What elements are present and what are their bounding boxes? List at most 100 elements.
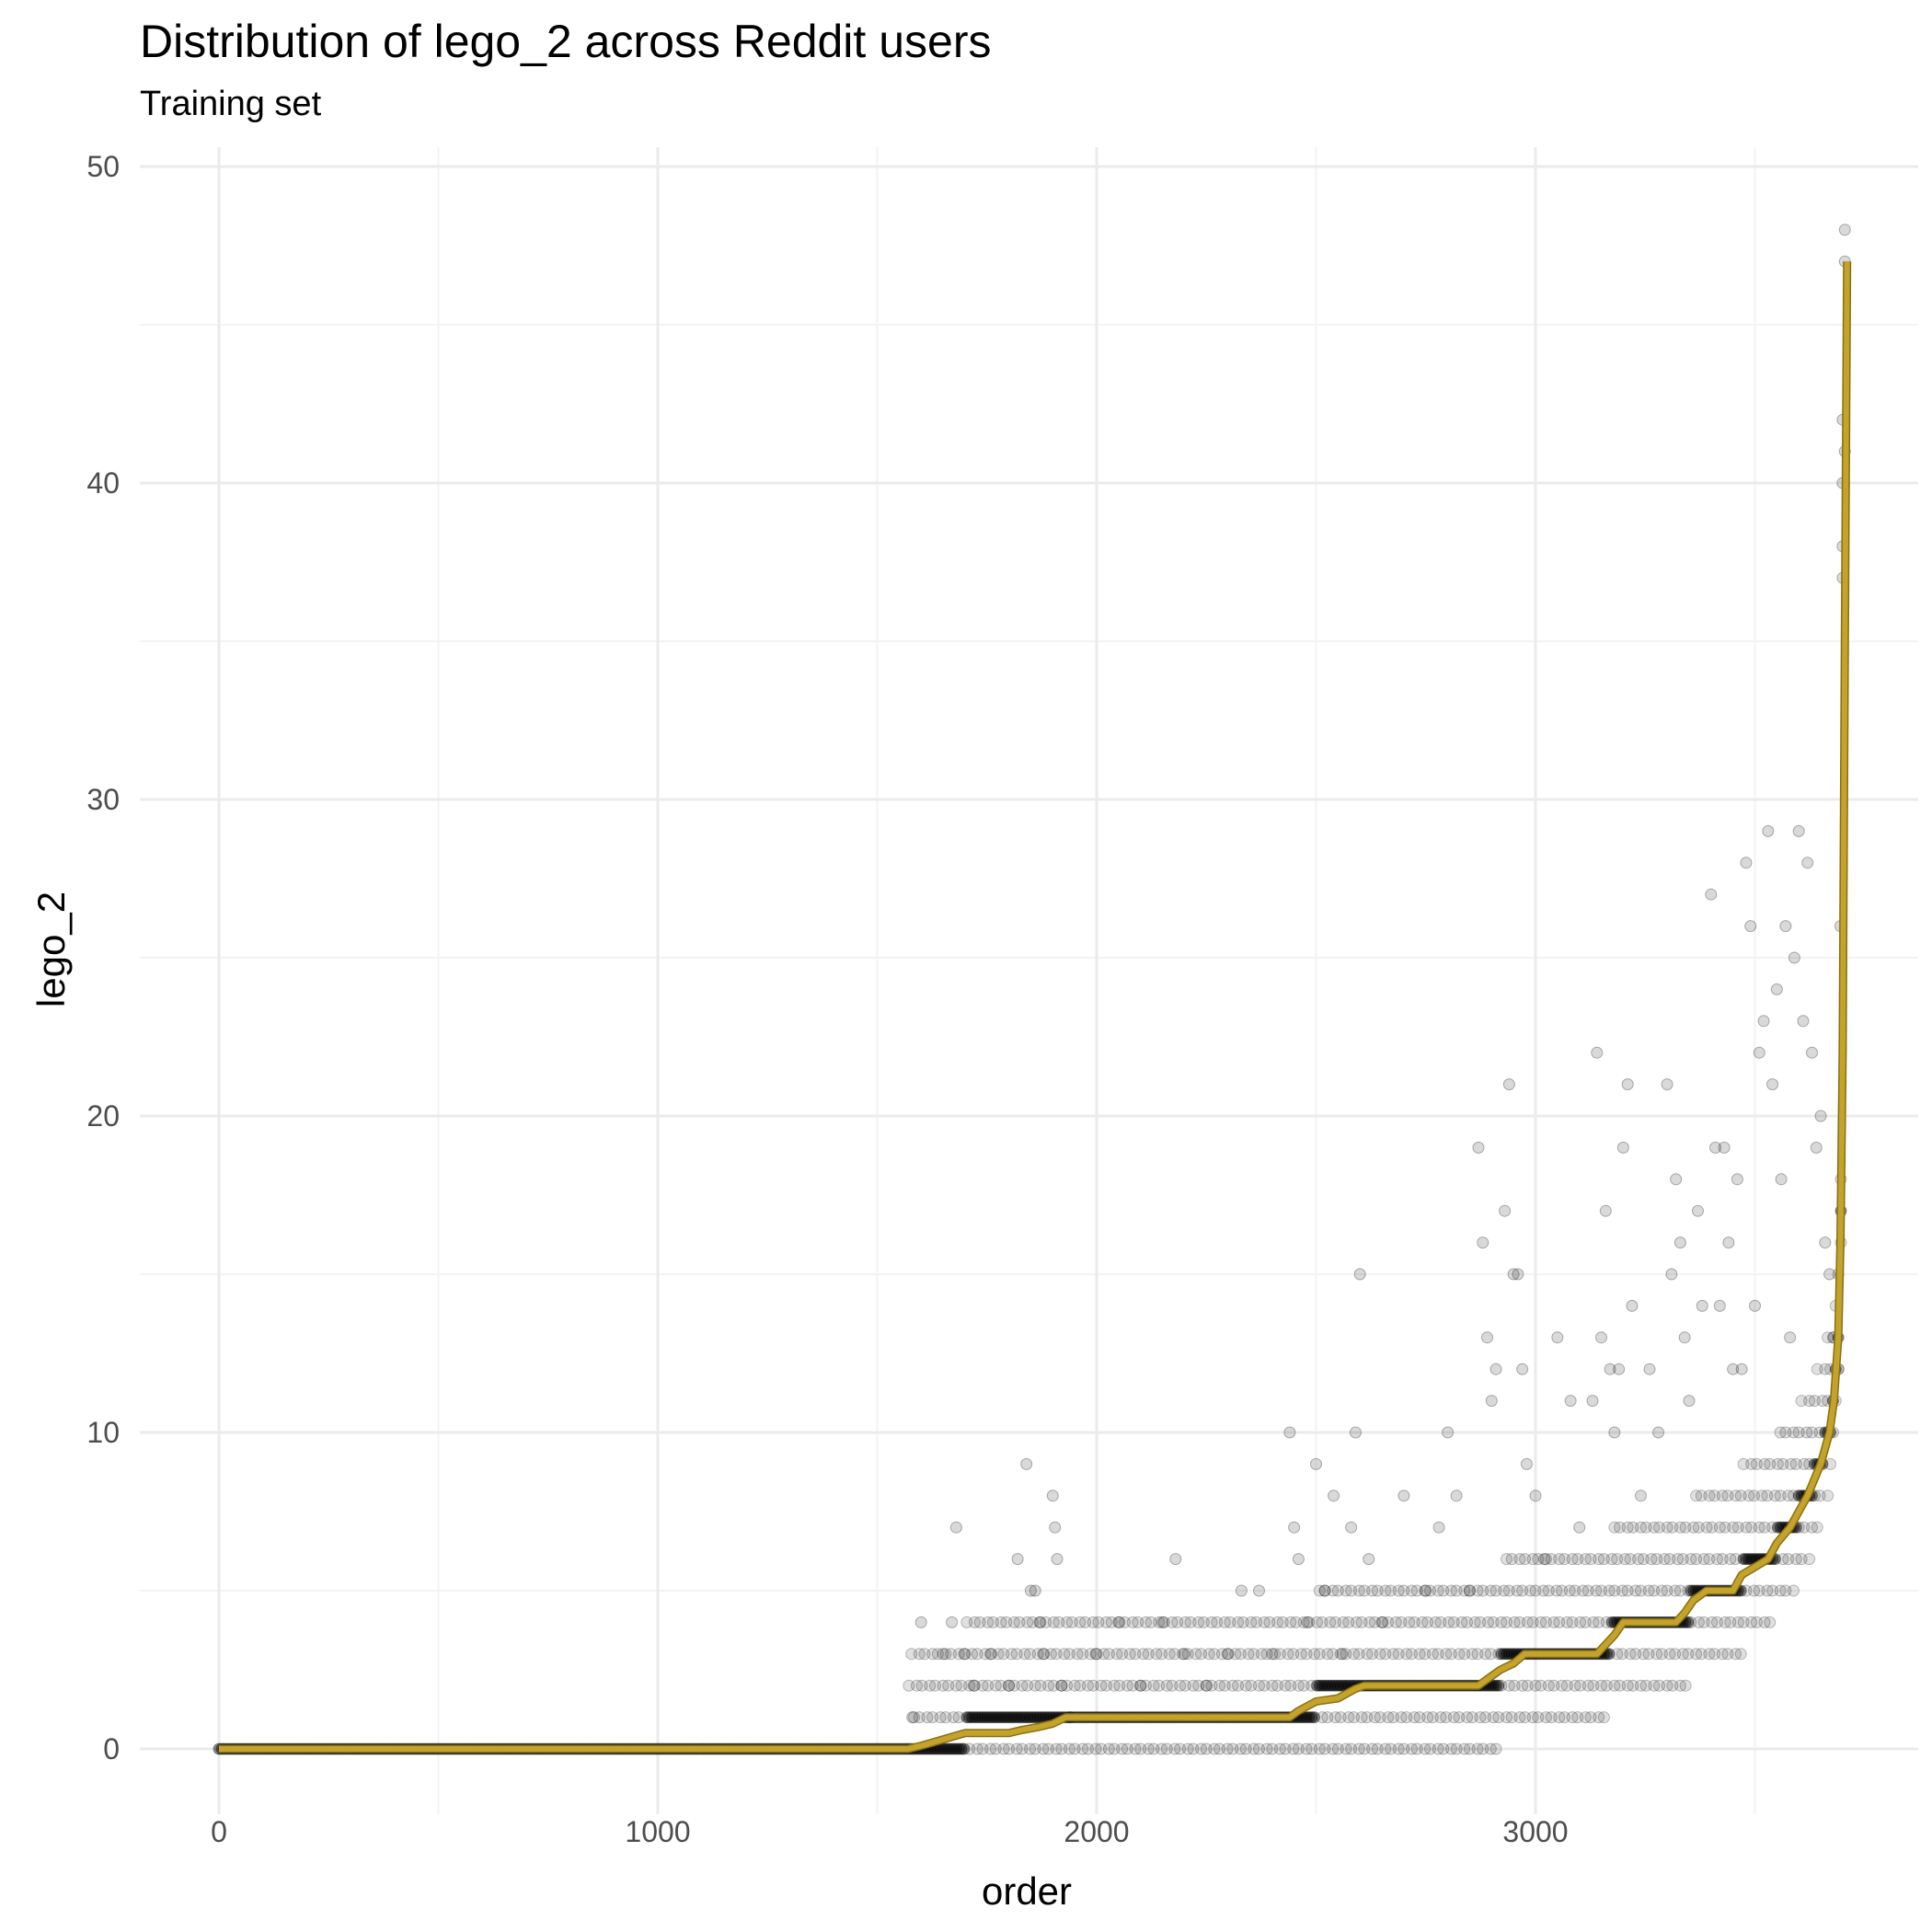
data-point [1327, 1679, 1340, 1692]
data-point [1766, 1584, 1779, 1597]
data-point [1081, 1679, 1094, 1692]
data-point [1044, 1648, 1057, 1661]
data-point [1058, 1648, 1071, 1661]
data-point [1471, 1584, 1484, 1597]
data-point [1679, 1679, 1692, 1692]
data-point [1703, 1648, 1716, 1661]
data-point [1663, 1648, 1676, 1661]
data-point [1735, 1363, 1748, 1375]
data-point [1648, 1679, 1661, 1692]
data-point [1116, 1742, 1129, 1755]
data-point [1110, 1648, 1123, 1661]
data-point [1481, 1616, 1494, 1628]
data-point [1775, 1173, 1788, 1186]
data-point [1683, 1395, 1696, 1408]
data-point [1782, 1489, 1795, 1502]
data-point [1153, 1616, 1166, 1628]
data-point [1471, 1742, 1484, 1755]
data-point [1229, 1648, 1242, 1661]
data-point [1753, 1584, 1765, 1597]
data-point [1764, 1616, 1777, 1628]
data-point [1731, 1521, 1744, 1534]
data-point [1685, 1584, 1697, 1597]
data-point [973, 1711, 986, 1724]
data-point [1222, 1648, 1235, 1661]
data-point [1047, 1616, 1060, 1628]
data-point [1608, 1521, 1621, 1534]
data-point [1526, 1616, 1539, 1628]
series-line [219, 261, 1850, 1752]
data-point [1774, 1489, 1787, 1502]
data-point [1669, 1584, 1682, 1597]
data-point [1226, 1679, 1239, 1692]
data-point [1605, 1616, 1618, 1628]
data-point [1426, 1711, 1439, 1724]
data-point [1542, 1584, 1555, 1597]
data-point [960, 1711, 973, 1724]
data-point [1595, 1679, 1608, 1692]
data-point [986, 1711, 999, 1724]
data-point [1758, 1457, 1771, 1470]
data-point [1386, 1648, 1399, 1661]
data-point [1071, 1648, 1084, 1661]
data-point [1245, 1679, 1258, 1692]
y-tick-label: 50 [86, 150, 120, 183]
data-point [1661, 1521, 1673, 1534]
data-point [997, 1648, 1010, 1661]
data-point [1385, 1742, 1397, 1755]
data-point [1545, 1553, 1558, 1566]
data-point [1081, 1742, 1094, 1755]
data-point [1051, 1553, 1064, 1566]
data-point [1221, 1742, 1234, 1755]
data-point [982, 1711, 995, 1724]
data-point [1327, 1742, 1340, 1755]
data-point [1026, 1616, 1039, 1628]
data-point [1806, 1521, 1819, 1534]
data-point [1569, 1679, 1581, 1692]
data-point [1187, 1679, 1200, 1692]
data-point [1629, 1648, 1642, 1661]
data-point [1653, 1679, 1666, 1692]
data-point [1560, 1679, 1573, 1692]
data-point [1706, 1521, 1719, 1534]
data-point [1355, 1711, 1368, 1724]
data-point [1613, 1363, 1626, 1375]
data-point [1174, 1742, 1187, 1755]
data-point [1463, 1584, 1476, 1597]
data-point [1379, 1648, 1392, 1661]
series-line-dark [219, 261, 1852, 1754]
data-point [1655, 1648, 1668, 1661]
data-point [971, 1742, 983, 1755]
data-point [1801, 857, 1814, 869]
data-point [979, 1711, 992, 1724]
data-point [1284, 1616, 1297, 1628]
data-point [1379, 1584, 1392, 1597]
data-point [1771, 1457, 1784, 1470]
data-point [1453, 1711, 1466, 1724]
data-point [1645, 1553, 1658, 1566]
data-point [946, 1616, 959, 1628]
data-point [1661, 1679, 1673, 1692]
data-point [1310, 1457, 1322, 1470]
data-point [952, 1648, 965, 1661]
data-point [1432, 1521, 1445, 1534]
data-point [1595, 1331, 1608, 1344]
data-point [1218, 1616, 1231, 1628]
data-point [1792, 1426, 1805, 1439]
data-point [985, 1648, 998, 1661]
data-point [1692, 1521, 1705, 1534]
data-point [1392, 1742, 1405, 1755]
data-point [921, 1711, 934, 1724]
data-point [1673, 1521, 1686, 1534]
data-point [1126, 1616, 1139, 1628]
data-point [1724, 1553, 1737, 1566]
data-point [1472, 1141, 1485, 1154]
data-point [1095, 1679, 1108, 1692]
data-point [1129, 1742, 1142, 1755]
data-point [1282, 1648, 1294, 1661]
major-gridlines [140, 147, 1918, 1814]
data-point [1211, 1616, 1224, 1628]
data-point [963, 1711, 976, 1724]
data-point [1316, 1616, 1328, 1628]
data-point [1305, 1742, 1318, 1755]
